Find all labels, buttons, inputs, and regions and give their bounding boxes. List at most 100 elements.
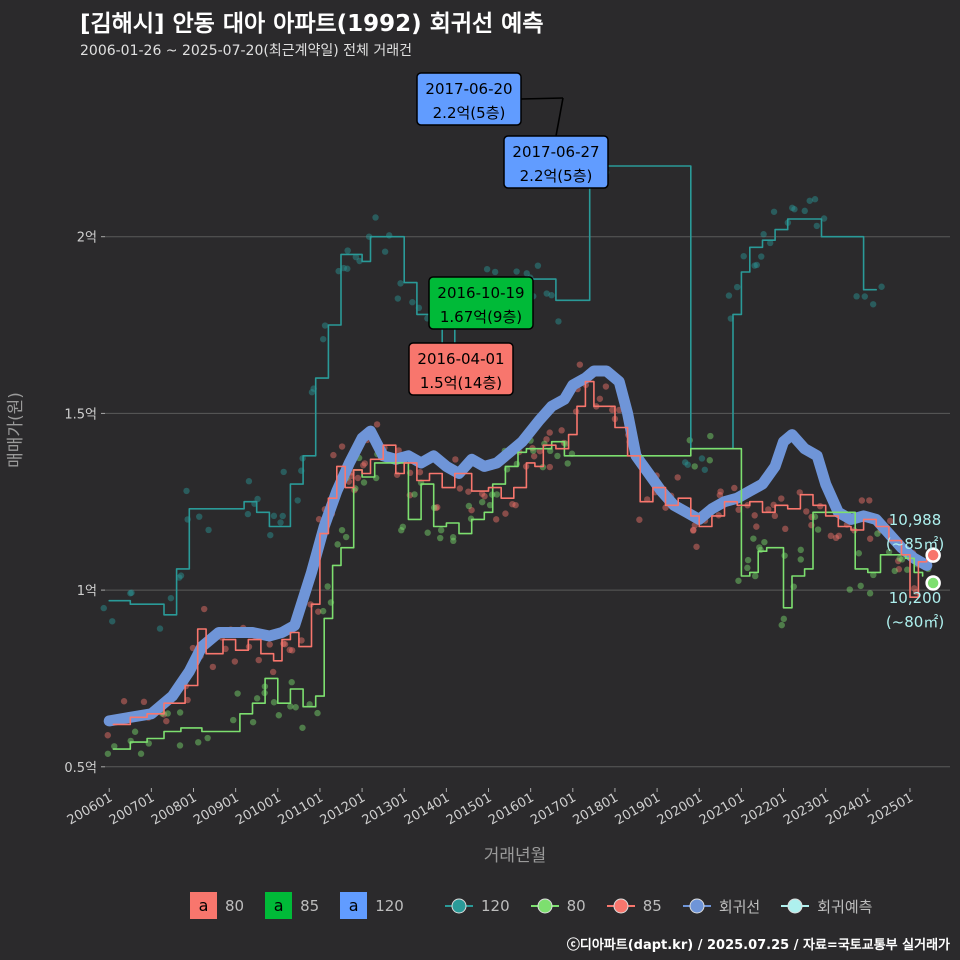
transaction-point [361,460,369,467]
transaction-point [866,535,874,542]
transaction-point [483,265,491,273]
transaction-point [778,495,785,502]
transaction-point [820,215,828,222]
transaction-point [254,495,261,503]
annotation-text: 2.2억(5층) [433,104,506,122]
transaction-point [760,231,767,238]
x-tick-label: 201801 [570,790,620,828]
transaction-point [372,214,379,221]
transaction-point [253,695,261,702]
transaction-point [806,197,813,204]
transaction-point [797,546,804,554]
transaction-point [424,529,431,536]
transaction-point [270,699,278,706]
transaction-point [128,589,135,596]
transaction-point [360,479,368,486]
transaction-point [750,535,757,542]
annotations: 2017-06-20 2.2억(5층) 2017-06-27 2.2억(5층) 2016… [408,72,609,396]
transaction-point [280,468,287,476]
y-tick-label: 1.5억 [64,407,97,422]
transaction-point [782,525,789,533]
transaction-point [513,268,520,275]
legend-fill-label: 80 [225,896,245,915]
transaction-point [279,512,286,520]
transaction-point [156,625,164,632]
annotation-date: 2017-06-20 [425,80,512,98]
legend-fill-label: 120 [375,896,404,915]
transaction-point [111,743,118,750]
legend-series: 120 80 85 회귀선 회귀예측 [445,892,893,920]
forecast-area-label: (~80㎡) [886,613,944,631]
transaction-point [314,709,321,717]
transaction-point [791,206,798,213]
transaction-point [493,491,501,498]
series-line-회귀선 [103,365,933,727]
transaction-point [393,471,401,478]
x-tick-label: 201101 [275,790,325,828]
transaction-point [338,526,346,534]
annotation-text: 1.67억(9층) [440,308,522,326]
x-tick-label: 201001 [233,790,283,828]
transaction-point [814,526,822,533]
transaction-point [137,750,145,757]
transaction-point [546,463,553,471]
chart-canvas: 10,200 (~80㎡) 10,988 (~85㎡) 2017-06-20 2.2억(… [6,72,950,866]
x-tick-label: 202401 [823,790,873,828]
transaction-point [855,550,863,557]
transaction-point [885,548,893,556]
transaction-point [761,538,768,546]
transaction-point [452,456,459,463]
transaction-point [878,283,885,290]
transaction-point [100,604,107,612]
legend-fill-label: 85 [300,896,320,915]
legend-fill-key: a [265,892,293,919]
transaction-point [491,268,499,276]
transaction-point [803,508,810,515]
transaction-point [756,544,763,551]
transaction-point [183,487,190,495]
transaction-point [231,658,239,665]
transaction-point [895,566,903,573]
x-tick-label: 201401 [402,790,452,828]
transaction-point [689,527,697,534]
transaction-point [858,497,866,504]
grid-lines [105,236,950,768]
transaction-point [486,501,494,509]
transaction-point [465,488,472,495]
transaction-point [684,461,691,468]
transaction-point [780,615,788,623]
transaction-point [434,504,441,511]
transaction-point [294,497,301,504]
transaction-point [342,533,350,541]
transaction-point [602,383,610,390]
transaction-point [554,452,561,460]
source-credit: ⓒ디아파트(dapt.kr) / 2025.07.25 / 자료=국토교통부 실… [566,938,950,953]
transaction-point [338,443,346,450]
transaction-point [372,474,380,482]
annotation-date: 2016-10-19 [437,284,524,302]
transaction-point [832,534,840,542]
transaction-point [398,527,405,534]
transaction-point [693,543,700,550]
x-tick-label: 201501 [444,790,494,828]
transaction-point [797,556,804,563]
transaction-point [344,247,351,254]
annotation-leader [555,97,564,137]
transaction-point [360,462,367,469]
transaction-point [543,290,550,297]
transaction-point [308,389,316,396]
transaction-point [707,432,714,440]
transaction-point [411,491,418,498]
transaction-point [564,460,571,467]
transaction-point [478,490,486,497]
x-tick-label: 200701 [107,790,157,828]
transaction-point [636,516,643,523]
transaction-point [548,292,555,299]
scatter-points [100,152,937,757]
series-line-80 [112,380,928,726]
transaction-point [344,265,351,272]
transaction-point [288,647,296,654]
transaction-point [222,645,229,653]
transaction-point [555,318,562,325]
annotation-leader [520,97,564,100]
